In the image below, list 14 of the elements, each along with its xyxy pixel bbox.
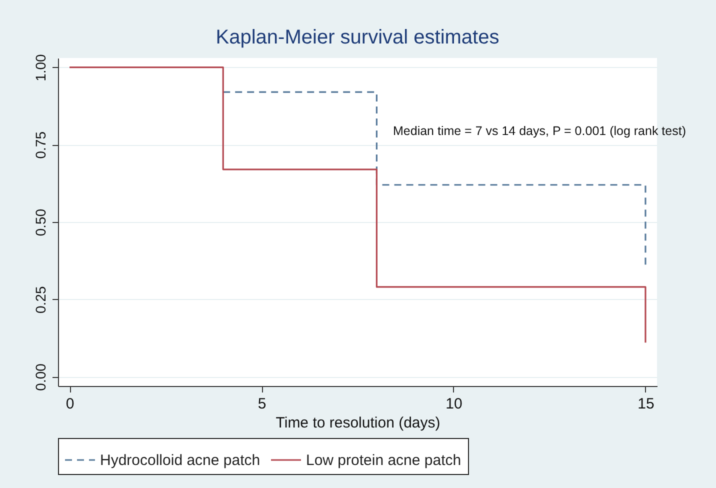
annotation: Median time = 7 vs 14 days, P = 0.001 (log rank test): [393, 124, 686, 138]
chart-title: Kaplan-Meier survival estimates: [216, 26, 500, 49]
x-tick-label: 10: [446, 396, 462, 412]
legend-label: Low protein acne patch: [306, 452, 462, 469]
x-tick-label: 0: [66, 396, 74, 412]
x-tick-label: 5: [258, 396, 266, 412]
y-tick-label: 0.25: [32, 286, 48, 314]
y-tick-label: 1.00: [32, 54, 48, 82]
y-tick-label: 0.50: [32, 208, 48, 236]
legend-label: Hydrocolloid acne patch: [100, 452, 260, 469]
y-tick-label: 0.75: [32, 131, 48, 159]
x-axis-title: Time to resolution (days): [276, 414, 440, 432]
y-tick-label: 0.00: [32, 363, 48, 391]
x-tick-label: 15: [638, 396, 654, 412]
